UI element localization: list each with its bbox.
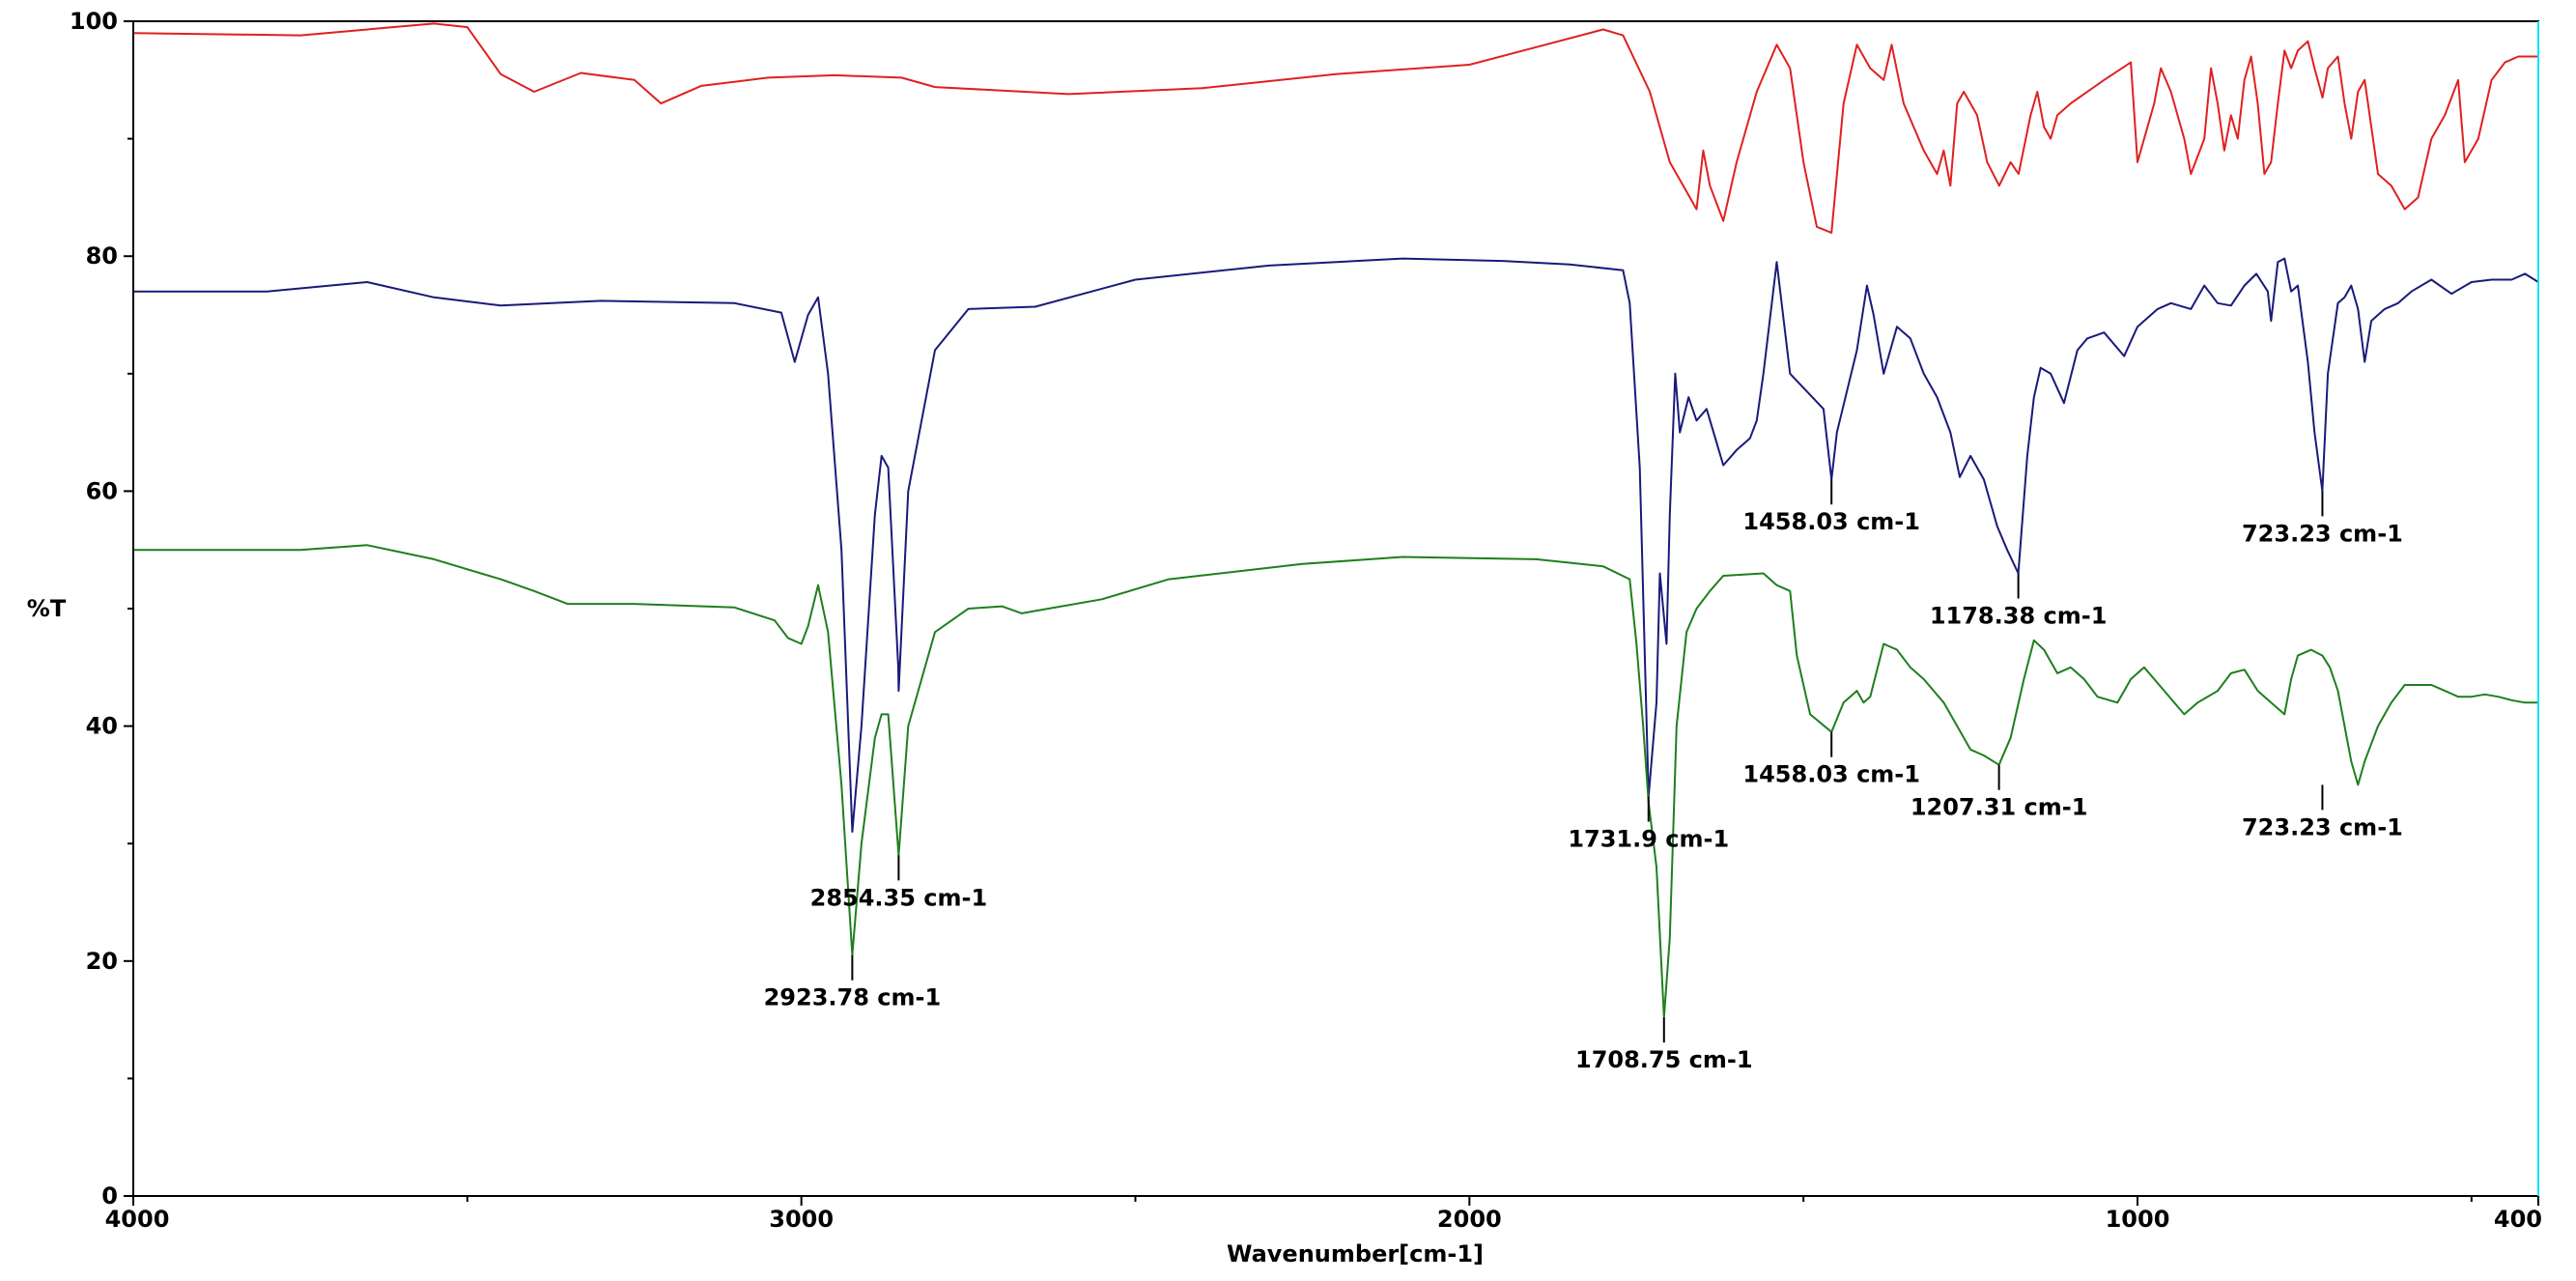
series-line-blue [133, 257, 2539, 833]
peak-label: 2923.78 cm-1 [764, 984, 942, 1011]
x-axis-ticks: 4000 3000 2000 1000 400 [105, 1196, 2542, 1233]
y-tick-label: 40 [86, 713, 118, 740]
peak-label: 2854.35 cm-1 [810, 884, 988, 911]
y-axis-title: %T [27, 595, 67, 622]
plot-frame [132, 20, 2539, 1197]
peak-label: 723.23 cm-1 [2242, 520, 2403, 547]
x-tick-label: 400 [2494, 1206, 2542, 1233]
peak-label: 1458.03 cm-1 [1742, 761, 1920, 788]
series-layer [132, 22, 2539, 1019]
x-tick-label: 3000 [769, 1206, 834, 1233]
y-tick-label: 20 [86, 948, 118, 975]
y-tick-label: 60 [86, 477, 118, 504]
x-tick-label: 1000 [2106, 1206, 2170, 1233]
y-tick-label: 100 [70, 8, 118, 35]
peak-label: 1458.03 cm-1 [1742, 508, 1920, 535]
series-line-red [132, 22, 2538, 234]
peak-label: 1207.31 cm-1 [1911, 794, 2088, 821]
peak-label: 723.23 cm-1 [2242, 813, 2403, 840]
peak-annotations: 1458.03 cm-1 1178.38 cm-1 723.23 cm-1 1731.… [764, 479, 2403, 1073]
x-axis-title: Wavenumber[cm-1] [1227, 1240, 1484, 1267]
y-tick-label: 80 [86, 242, 118, 270]
peak-label: 1708.75 cm-1 [1575, 1046, 1753, 1073]
y-tick-label: 0 [101, 1182, 118, 1210]
peak-label: 1178.38 cm-1 [1930, 603, 2108, 630]
x-tick-label: 2000 [1437, 1206, 1502, 1233]
peak-label: 1731.9 cm-1 [1568, 826, 1729, 853]
y-axis-ticks: 0 20 40 60 80 100 [70, 8, 133, 1210]
series-line-green [133, 544, 2538, 1019]
x-tick-label: 4000 [105, 1206, 170, 1233]
